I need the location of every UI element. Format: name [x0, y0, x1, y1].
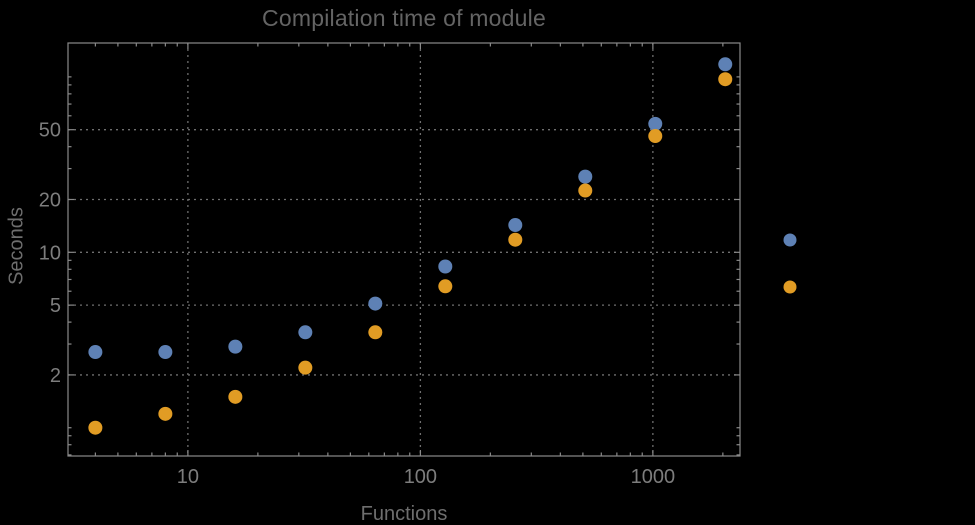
data-point-series-1: [368, 296, 383, 311]
y-tick-label: 2: [50, 365, 61, 387]
plot-frame: [67, 42, 741, 457]
legend-marker-2: [783, 280, 797, 294]
data-point-series-2: [648, 129, 663, 144]
data-point-series-1: [88, 345, 103, 360]
x-axis-label: Functions: [360, 503, 448, 525]
y-tick-label: 20: [39, 189, 61, 211]
data-point-series-1: [438, 259, 453, 274]
x-tick-label: 100: [404, 466, 437, 488]
data-point-series-2: [718, 72, 733, 87]
data-point-series-2: [298, 360, 313, 375]
data-point-series-1: [718, 57, 733, 72]
x-tick-label: 1000: [631, 466, 676, 488]
data-point-series-2: [508, 232, 523, 247]
data-point-series-2: [228, 389, 243, 404]
data-point-series-2: [88, 420, 103, 435]
data-point-series-2: [578, 183, 593, 198]
y-axis-label: Seconds: [5, 207, 28, 285]
data-point-series-2: [158, 406, 173, 421]
x-tick-label: 10: [177, 466, 199, 488]
legend-marker-1: [783, 233, 797, 247]
data-point-series-1: [578, 169, 593, 184]
data-point-series-2: [368, 325, 383, 340]
data-point-series-1: [298, 325, 313, 340]
y-tick-label: 5: [50, 295, 61, 317]
data-point-series-1: [508, 218, 523, 233]
data-point-series-1: [228, 339, 243, 354]
data-point-series-1: [158, 345, 173, 360]
chart-title: Compilation time of module: [262, 5, 546, 31]
y-tick-label: 10: [39, 242, 61, 264]
data-point-series-2: [438, 279, 453, 294]
y-tick-label: 50: [39, 120, 61, 142]
data-point-series-1: [648, 116, 663, 131]
